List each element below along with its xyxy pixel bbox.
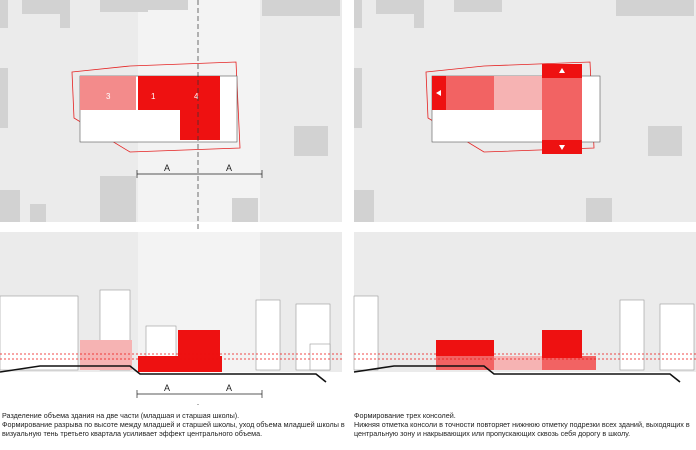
dimension-line-plan	[136, 170, 263, 178]
volume-west	[446, 76, 494, 110]
section-right	[353, 232, 696, 404]
caption-line: Разделение объема здания на две части (м…	[2, 411, 240, 420]
caption-right: Формирование трех консолей. Нижняя отмет…	[354, 411, 694, 438]
volume-east	[542, 76, 582, 144]
dimension-label-a: A	[226, 163, 232, 173]
caption-left: Разделение объема здания на две части (м…	[2, 411, 345, 438]
caption-line: визуальную тень третьего квартала усилив…	[2, 429, 263, 438]
cantilever-west-section	[436, 340, 494, 356]
volume-3-label: 3	[106, 92, 111, 101]
cantilever-east-section	[542, 330, 582, 358]
section-left: A A	[0, 232, 342, 404]
section-volume-low	[138, 356, 222, 372]
ground-line	[353, 365, 681, 383]
volume-3	[80, 76, 136, 110]
dimension-label-a: A	[164, 163, 170, 173]
arrow-up-icon	[559, 68, 565, 73]
dimension-line-section	[136, 390, 263, 398]
caption-line: центральную зону и накрывающих или пропу…	[354, 429, 631, 438]
volume-middle	[494, 76, 542, 110]
context-buildings-left	[0, 0, 340, 222]
site-plan-right	[354, 0, 696, 222]
caption-line: Формирование трех консолей.	[354, 411, 456, 420]
arrow-down-icon	[559, 145, 565, 150]
caption-line: Нижняя отметка консоли в точности повтор…	[354, 420, 690, 429]
caption-line: Формирование разрыва по высоте между мла…	[2, 420, 345, 429]
volume-1-label: 1	[151, 92, 156, 101]
volume-4	[180, 76, 220, 140]
dimension-label-a: A	[226, 383, 232, 393]
context-section-right	[353, 295, 695, 371]
ground-line	[0, 365, 327, 383]
arrow-left-icon	[436, 90, 441, 96]
context-buildings-right	[354, 0, 694, 222]
volume-1	[138, 76, 180, 110]
site-plan-left: 3 1 4 A A	[0, 0, 342, 405]
volume-4-label: 4	[194, 92, 199, 101]
dimension-label-a: A	[164, 383, 170, 393]
section-volume-high	[178, 330, 220, 358]
school-footprint-outline	[71, 61, 241, 153]
school-footprint-outline	[425, 61, 595, 153]
